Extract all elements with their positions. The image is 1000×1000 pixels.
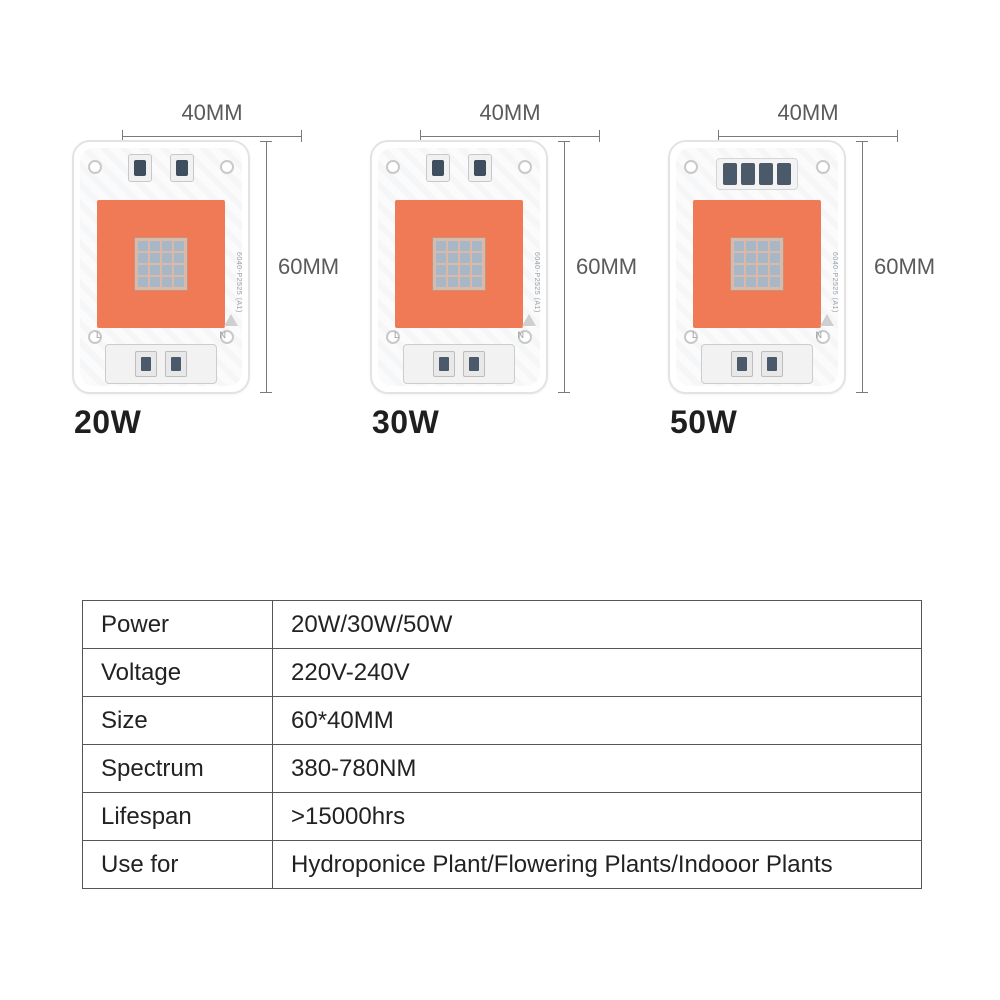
capacitor-icon	[723, 163, 737, 185]
capacitor-icon	[741, 163, 755, 185]
chip-unit-20w: 40MM 6040-P2525 (A1) L	[72, 100, 352, 441]
dim-width: 40MM	[668, 100, 948, 140]
spec-value: 20W/30W/50W	[273, 601, 922, 649]
phosphor-square	[97, 200, 225, 328]
spec-key: Spectrum	[83, 745, 273, 793]
pad-n-label: N	[220, 330, 227, 340]
wattage-label: 20W	[72, 404, 352, 441]
board-code: 6040-P2525 (A1)	[235, 252, 242, 313]
mount-hole-icon	[88, 160, 102, 174]
wattage-label: 50W	[668, 404, 948, 441]
warning-triangle-icon	[522, 314, 536, 326]
table-row: Spectrum 380-780NM	[83, 745, 922, 793]
top-components	[128, 154, 194, 182]
chip-unit-50w: 40MM 6040-P2525 (	[668, 100, 948, 441]
capacitor-icon	[759, 163, 773, 185]
smd-chip-icon	[468, 154, 492, 182]
board-code: 6040-P2525 (A1)	[831, 252, 838, 313]
pad-n-label: N	[518, 330, 525, 340]
terminal-icon	[463, 351, 485, 377]
dim-width-label: 40MM	[370, 100, 650, 126]
board-code: 6040-P2525 (A1)	[533, 252, 540, 313]
dim-height: 60MM	[856, 141, 935, 393]
mount-hole-icon	[220, 160, 234, 174]
dim-height-label: 60MM	[874, 254, 935, 280]
table-row: Use for Hydroponice Plant/Flowering Plan…	[83, 841, 922, 889]
led-chip: 6040-P2525 (A1) L N	[668, 140, 846, 394]
pad-l-label: L	[96, 330, 101, 340]
dim-height: 60MM	[260, 141, 339, 393]
dim-height: 60MM	[558, 141, 637, 393]
capacitor-row	[716, 158, 798, 190]
table-row: Lifespan >15000hrs	[83, 793, 922, 841]
chip-row: 40MM 6040-P2525 (A1) L	[72, 100, 948, 441]
top-components	[426, 154, 492, 182]
mount-hole-icon	[816, 160, 830, 174]
spec-key: Size	[83, 697, 273, 745]
terminal-icon	[165, 351, 187, 377]
terminal-icon	[731, 351, 753, 377]
led-die-grid	[134, 237, 188, 291]
phosphor-square	[693, 200, 821, 328]
terminal-block	[701, 344, 813, 384]
pad-l-label: L	[692, 330, 697, 340]
smd-chip-icon	[128, 154, 152, 182]
warning-triangle-icon	[224, 314, 238, 326]
spec-key: Lifespan	[83, 793, 273, 841]
spec-value: 60*40MM	[273, 697, 922, 745]
warning-triangle-icon	[820, 314, 834, 326]
table-row: Power 20W/30W/50W	[83, 601, 922, 649]
smd-chip-icon	[426, 154, 450, 182]
pad-n-label: N	[816, 330, 823, 340]
led-chip: 6040-P2525 (A1) L N	[72, 140, 250, 394]
capacitor-icon	[777, 163, 791, 185]
spec-key: Use for	[83, 841, 273, 889]
phosphor-square	[395, 200, 523, 328]
dim-height-rule	[558, 141, 570, 393]
led-chip: 6040-P2525 (A1) L N	[370, 140, 548, 394]
dim-width: 40MM	[370, 100, 650, 140]
chip-unit-30w: 40MM 6040-P2525 (A1) L	[370, 100, 650, 441]
led-die-grid	[432, 237, 486, 291]
spec-key: Power	[83, 601, 273, 649]
smd-chip-icon	[170, 154, 194, 182]
dim-width-label: 40MM	[668, 100, 948, 126]
spec-value: Hydroponice Plant/Flowering Plants/Indoo…	[273, 841, 922, 889]
terminal-icon	[761, 351, 783, 377]
wattage-label: 30W	[370, 404, 650, 441]
dim-width-label: 40MM	[72, 100, 352, 126]
spec-value: 380-780NM	[273, 745, 922, 793]
table-row: Voltage 220V-240V	[83, 649, 922, 697]
terminal-block	[403, 344, 515, 384]
led-die-grid	[730, 237, 784, 291]
mount-hole-icon	[386, 160, 400, 174]
spec-table: Power 20W/30W/50W Voltage 220V-240V Size…	[82, 600, 922, 889]
dim-height-rule	[260, 141, 272, 393]
dim-width: 40MM	[72, 100, 352, 140]
mount-hole-icon	[518, 160, 532, 174]
dim-height-label: 60MM	[576, 254, 637, 280]
pad-l-label: L	[394, 330, 399, 340]
spec-value: 220V-240V	[273, 649, 922, 697]
terminal-icon	[135, 351, 157, 377]
table-row: Size 60*40MM	[83, 697, 922, 745]
terminal-icon	[433, 351, 455, 377]
terminal-block	[105, 344, 217, 384]
mount-hole-icon	[684, 160, 698, 174]
spec-value: >15000hrs	[273, 793, 922, 841]
spec-key: Voltage	[83, 649, 273, 697]
dim-height-label: 60MM	[278, 254, 339, 280]
dim-height-rule	[856, 141, 868, 393]
